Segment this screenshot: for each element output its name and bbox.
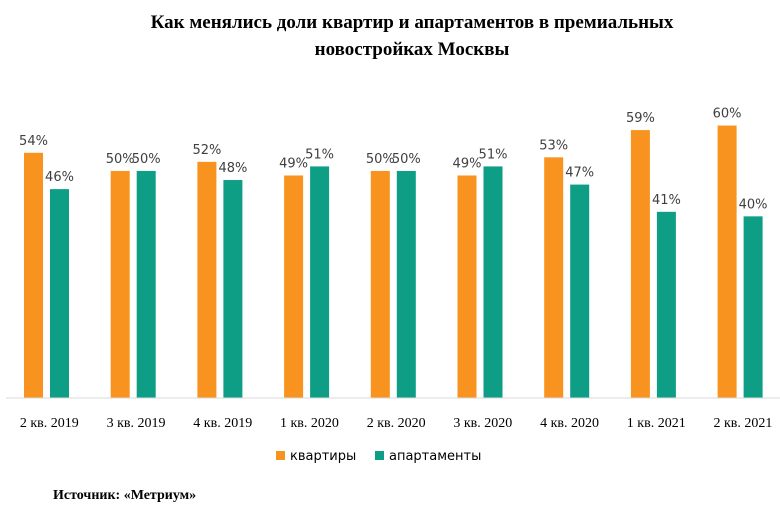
- data-label: 50%: [392, 152, 421, 167]
- bar-apartamenty: [310, 166, 330, 398]
- source-note: Источник: «Метриум»: [53, 488, 196, 503]
- bar-kvartiry: [630, 130, 650, 398]
- bar-kvartiry: [197, 161, 217, 398]
- x-tick-label: 2 кв. 2021: [713, 416, 772, 431]
- bar-kvartiry: [284, 175, 304, 398]
- data-label: 50%: [366, 152, 395, 167]
- data-label: 59%: [626, 111, 655, 126]
- chart-title-line2: новостройках Москвы: [315, 39, 510, 60]
- bar-apartamenty: [50, 189, 69, 398]
- x-tick-label: 3 кв. 2020: [453, 416, 512, 431]
- data-label: 53%: [539, 138, 568, 153]
- data-label: 41%: [652, 193, 681, 208]
- bar-kvartiry: [544, 157, 564, 398]
- data-label: 47%: [565, 166, 594, 181]
- data-label: 40%: [739, 197, 768, 212]
- bar-kvartiry: [717, 125, 737, 398]
- data-label: 48%: [218, 161, 247, 176]
- bar-apartamenty: [223, 180, 243, 398]
- x-tick-label: 2 кв. 2020: [367, 416, 426, 431]
- legend-label-kvartiry: квартиры: [290, 449, 356, 464]
- data-label: 52%: [192, 143, 221, 158]
- bar-kvartiry: [370, 170, 390, 398]
- bar-apartamenty: [136, 170, 156, 398]
- bar-apartamenty: [656, 211, 676, 398]
- data-label: 54%: [19, 134, 48, 149]
- data-label: 51%: [305, 147, 334, 162]
- bar-kvartiry: [110, 170, 130, 398]
- x-tick-label: 1 кв. 2021: [627, 416, 686, 431]
- bar-apartamenty: [743, 216, 763, 398]
- data-label: 50%: [132, 152, 161, 167]
- data-label: 60%: [713, 107, 742, 122]
- bar-kvartiry: [24, 152, 43, 398]
- data-label: 50%: [106, 152, 135, 167]
- bar-apartamenty: [396, 170, 416, 398]
- x-tick-label: 3 кв. 2019: [107, 416, 166, 431]
- data-label: 49%: [453, 156, 482, 171]
- x-tick-label: 2 кв. 2019: [20, 416, 79, 431]
- legend: квартиры апартаменты: [276, 449, 481, 464]
- data-label: 46%: [45, 170, 74, 185]
- data-label: 49%: [279, 156, 308, 171]
- legend-label-apartamenty: апартаменты: [389, 449, 481, 464]
- bar-kvartiry: [457, 175, 477, 398]
- x-tick-label: 4 кв. 2019: [193, 416, 252, 431]
- chart-title-line1: Как менялись доли квартир и апартаментов…: [151, 12, 674, 33]
- data-label: 51%: [479, 147, 508, 162]
- legend-swatch-apartamenty: [375, 451, 384, 460]
- bar-apartamenty: [483, 166, 503, 398]
- bar-apartamenty: [570, 184, 590, 398]
- legend-swatch-kvartiry: [276, 451, 285, 460]
- x-tick-label: 4 кв. 2020: [540, 416, 599, 431]
- x-tick-label: 1 кв. 2020: [280, 416, 339, 431]
